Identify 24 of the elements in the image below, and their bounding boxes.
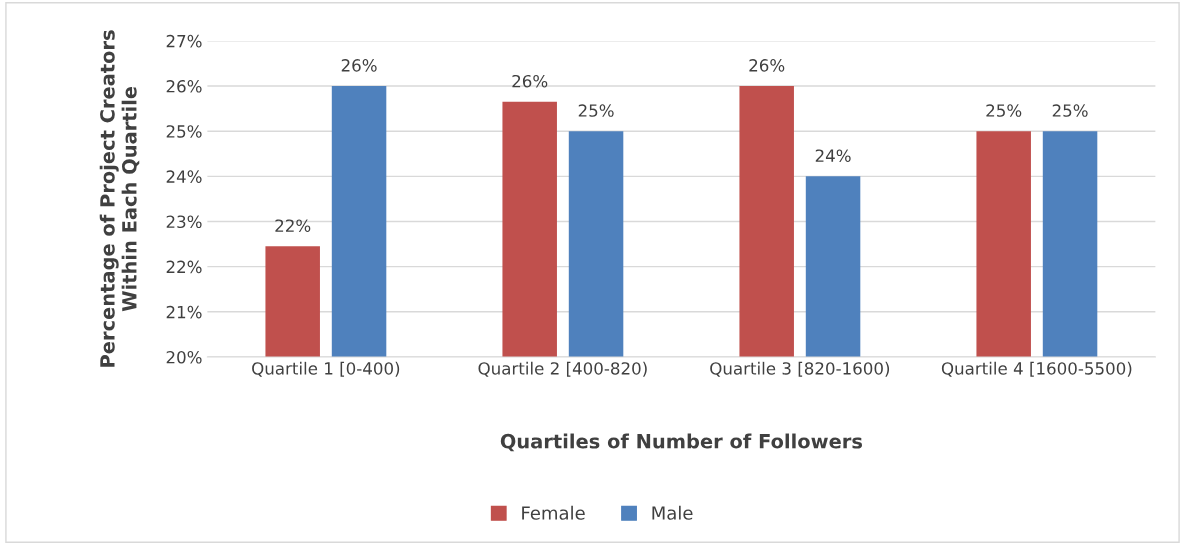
x-axis-title: Quartiles of Number of Followers bbox=[500, 433, 863, 452]
y-tick-label: 23% bbox=[166, 215, 202, 229]
x-tick-label: Quartile 3 [820-1600) bbox=[710, 361, 890, 377]
data-label: 25% bbox=[986, 104, 1022, 117]
data-label: 25% bbox=[578, 104, 614, 117]
y-tick-label: 24% bbox=[166, 170, 202, 183]
data-label: 26% bbox=[749, 59, 785, 72]
x-tick-label: Quartile 1 [0-400) bbox=[252, 361, 400, 377]
y-tick-label: 22% bbox=[166, 260, 202, 274]
data-label: 25% bbox=[1052, 104, 1088, 117]
y-tick-label: 27% bbox=[166, 34, 202, 48]
data-label: 24% bbox=[815, 149, 851, 163]
y-tick-label: 26% bbox=[166, 79, 202, 93]
data-label: 26% bbox=[341, 59, 377, 72]
data-label: 22% bbox=[275, 219, 311, 232]
x-tick-label: Quartile 2 [400-820) bbox=[478, 361, 647, 377]
y-tick-label: 25% bbox=[166, 125, 202, 138]
y-tick-label: 20% bbox=[166, 350, 202, 364]
y-tick-label: 21% bbox=[166, 305, 202, 319]
y-axis-title: Percentage of Project Creators Within Each Quartile bbox=[99, 30, 140, 367]
x-tick-label: Quartile 4 [1600-5500) bbox=[941, 361, 1132, 377]
legend-label: Male bbox=[652, 505, 693, 520]
data-label: 26% bbox=[512, 74, 548, 88]
legend-label: Female bbox=[522, 505, 585, 520]
